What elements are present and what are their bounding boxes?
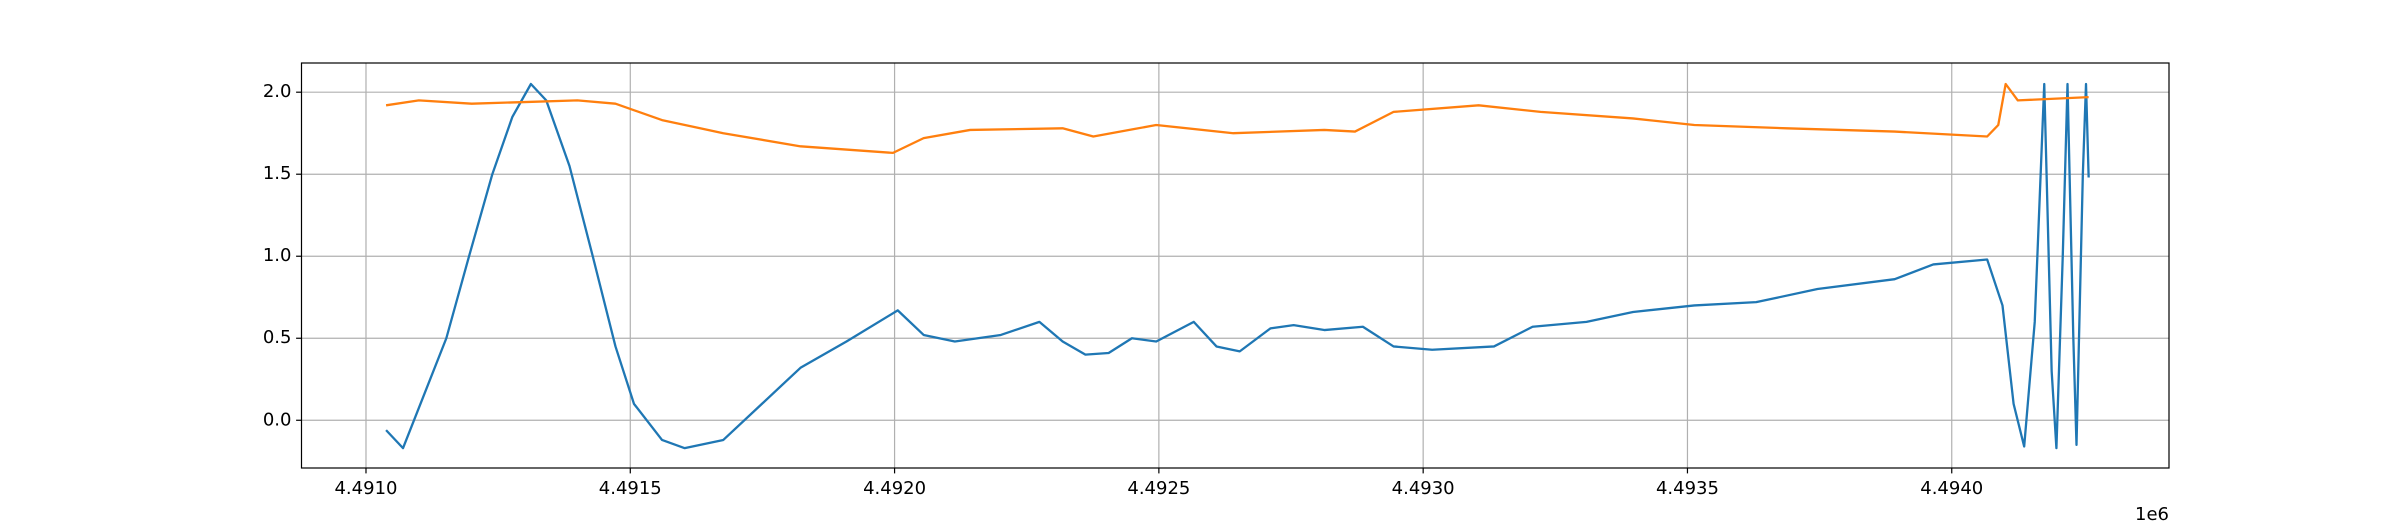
plot-frame: [300, 62, 2170, 469]
y-tick-label: 0.5: [263, 327, 292, 348]
x-tick-label: 4.4910: [334, 478, 397, 499]
x-tick-label: 4.4920: [863, 478, 926, 499]
y-tick-label: 1.0: [263, 245, 292, 266]
data-line: [385, 82, 2089, 155]
data-line: [385, 82, 2090, 450]
y-tick-label: 1.5: [263, 163, 292, 184]
x-tick-label: 4.4930: [1392, 478, 1455, 499]
y-tick-label: 0.0: [263, 409, 292, 430]
y-tick-label: 2.0: [263, 81, 292, 102]
x-tick-label: 4.4940: [1920, 478, 1983, 499]
x-tick-label: 4.4915: [599, 478, 662, 499]
x-offset-label: 1e6: [2135, 504, 2169, 525]
x-tick-label: 4.4925: [1127, 478, 1190, 499]
x-tick-label: 4.4935: [1656, 478, 1719, 499]
